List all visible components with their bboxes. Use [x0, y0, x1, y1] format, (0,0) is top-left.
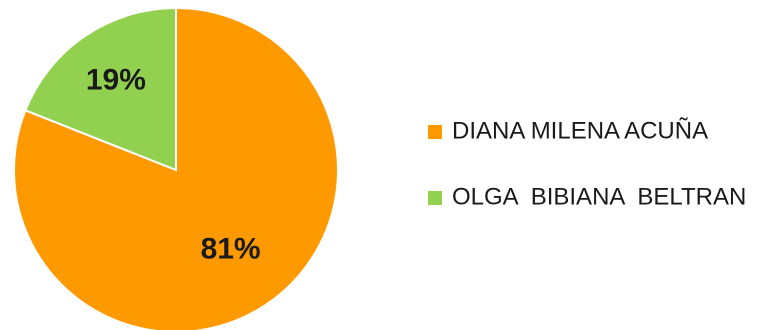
pie-slices	[13, 6, 339, 330]
pie-data-label-1: 81%	[201, 232, 261, 265]
pie-data-label-2: 19%	[86, 64, 146, 97]
pie-slice-2	[24, 6, 177, 172]
legend-label-1: DIANA MILENA ACUÑA	[452, 117, 708, 144]
legend-label-2: OLGA BIBIANA BELTRAN	[452, 183, 746, 210]
legend: DIANA MILENA ACUÑA OLGA BIBIANA BELTRAN	[428, 117, 746, 210]
legend-swatch-2	[428, 191, 442, 205]
pie-data-labels: 81% 19%	[86, 64, 261, 266]
legend-swatch-1	[428, 125, 442, 139]
